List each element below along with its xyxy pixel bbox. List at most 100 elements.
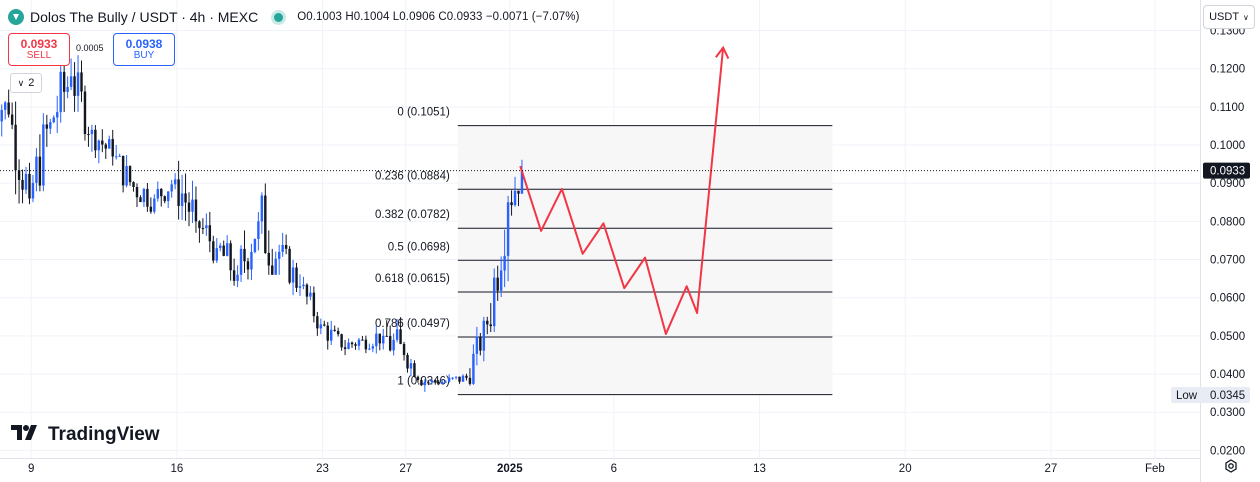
time-tick-label: 9 <box>28 463 34 475</box>
candle-body <box>153 198 156 212</box>
projection-path[interactable] <box>519 45 730 335</box>
candle-body <box>94 129 97 151</box>
price-axis[interactable]: 0.0200 0.0300 0.0400 0.0500 0.0600 0.0700 0.08… <box>1171 26 1250 458</box>
candle-body <box>493 277 496 327</box>
price-tick-label: 0.1200 <box>1210 64 1245 76</box>
projection-arrowhead <box>715 45 730 59</box>
currency-label: USDT <box>1209 11 1240 23</box>
candle-body <box>246 261 250 270</box>
fib-level-label: 0.786 (0.0497) <box>375 318 450 330</box>
candle-body <box>3 102 7 110</box>
candle-body <box>409 363 413 369</box>
candle-body <box>368 348 371 350</box>
candle-body <box>198 221 201 229</box>
settings-gear-icon[interactable] <box>1224 459 1238 476</box>
tradingview-mark-icon <box>11 423 41 447</box>
fib-level-label: 0.5 (0.0698) <box>388 241 450 253</box>
candle-body <box>177 179 180 206</box>
candle-body <box>267 252 270 266</box>
candle-body <box>219 245 222 249</box>
time-axis[interactable]: 9 16 23 27 2025 6 13 20 27 Feb <box>28 463 1165 475</box>
price-tick-label: 0.0800 <box>1210 216 1245 228</box>
chart-grid <box>0 0 1201 482</box>
candle-body <box>284 245 288 249</box>
candle-body <box>336 330 340 335</box>
projection-line <box>519 47 725 335</box>
candle-body <box>302 284 305 287</box>
symbol-title[interactable]: Dolos The Bully / USDT · 4h · MEXC <box>30 9 259 25</box>
candle-body <box>496 277 499 291</box>
candle-body <box>49 122 52 129</box>
candle-body <box>191 199 194 212</box>
candle-body <box>236 274 239 281</box>
candle-body <box>87 134 90 136</box>
spread-value: 0.0005 <box>76 43 104 53</box>
candle-body <box>205 225 208 229</box>
fib-level-label: 0.236 (0.0884) <box>375 170 450 182</box>
currency-select[interactable]: USDT ∨ <box>1203 5 1255 29</box>
candle-body <box>291 267 295 283</box>
candle-body <box>108 139 111 149</box>
price-tick-label: 0.1100 <box>1210 102 1244 114</box>
candle-body <box>319 324 323 329</box>
candle-body <box>118 155 121 157</box>
candle-body <box>7 102 10 115</box>
candle-body <box>347 342 350 349</box>
sell-button[interactable]: 0.0933 SELL <box>8 33 70 66</box>
candle-body <box>45 124 49 129</box>
candle-body <box>132 182 135 188</box>
candle-body <box>288 248 291 283</box>
market-status-icon[interactable] <box>274 12 284 22</box>
fib-level-label: 0 (0.1051) <box>397 107 450 119</box>
candles <box>0 55 524 392</box>
candle-body <box>156 188 160 199</box>
candle-body <box>510 202 513 206</box>
price-tick-label: 0.0500 <box>1210 331 1245 343</box>
candle-body <box>243 248 246 262</box>
candle-body <box>434 380 437 382</box>
candle-body <box>385 335 388 337</box>
candle-body <box>330 329 333 341</box>
tradingview-logo[interactable]: TradingView <box>11 423 160 447</box>
candle-body <box>465 375 468 378</box>
time-tick-label: 16 <box>170 463 183 475</box>
candle-body <box>142 188 146 203</box>
candle-body <box>42 124 45 186</box>
candle-body <box>225 243 229 256</box>
time-tick-label: 13 <box>753 463 766 475</box>
candle-body <box>187 202 191 212</box>
candle-body <box>114 156 118 158</box>
candle-body <box>361 339 364 341</box>
candle-body <box>250 252 253 270</box>
candle-body <box>420 380 423 386</box>
indicators-collapse-button[interactable]: ∨ 2 <box>10 73 42 93</box>
low-label: Low <box>1176 390 1198 402</box>
candle-body <box>333 329 336 331</box>
candle-body <box>180 193 184 206</box>
candle-body <box>163 196 166 202</box>
fibonacci-retracement[interactable]: 0 (0.1051) 0.236 (0.0884) 0.382 (0.0782) 0.… <box>375 107 833 396</box>
price-tick-label: 0.0700 <box>1210 255 1245 267</box>
candle-body <box>482 320 486 351</box>
candle-body <box>66 86 69 92</box>
candle-body <box>499 270 503 291</box>
candle-body <box>399 329 402 344</box>
candle-body <box>28 173 31 199</box>
candle-body <box>458 376 461 382</box>
buy-price: 0.0938 <box>125 36 163 51</box>
candle-body <box>184 193 187 203</box>
candle-body <box>56 112 59 118</box>
candle-body <box>232 270 236 281</box>
candle-body <box>111 139 114 157</box>
buy-button[interactable]: 0.0938 BUY <box>113 33 175 66</box>
candle-body <box>139 197 142 203</box>
candle-body <box>295 267 298 288</box>
candle-body <box>215 248 218 261</box>
candle-body <box>354 344 357 346</box>
price-tick-label: 0.1000 <box>1210 140 1245 152</box>
candle-body <box>461 375 465 382</box>
candle-body <box>479 336 482 351</box>
candle-body <box>392 339 395 351</box>
candle-body <box>402 343 406 355</box>
